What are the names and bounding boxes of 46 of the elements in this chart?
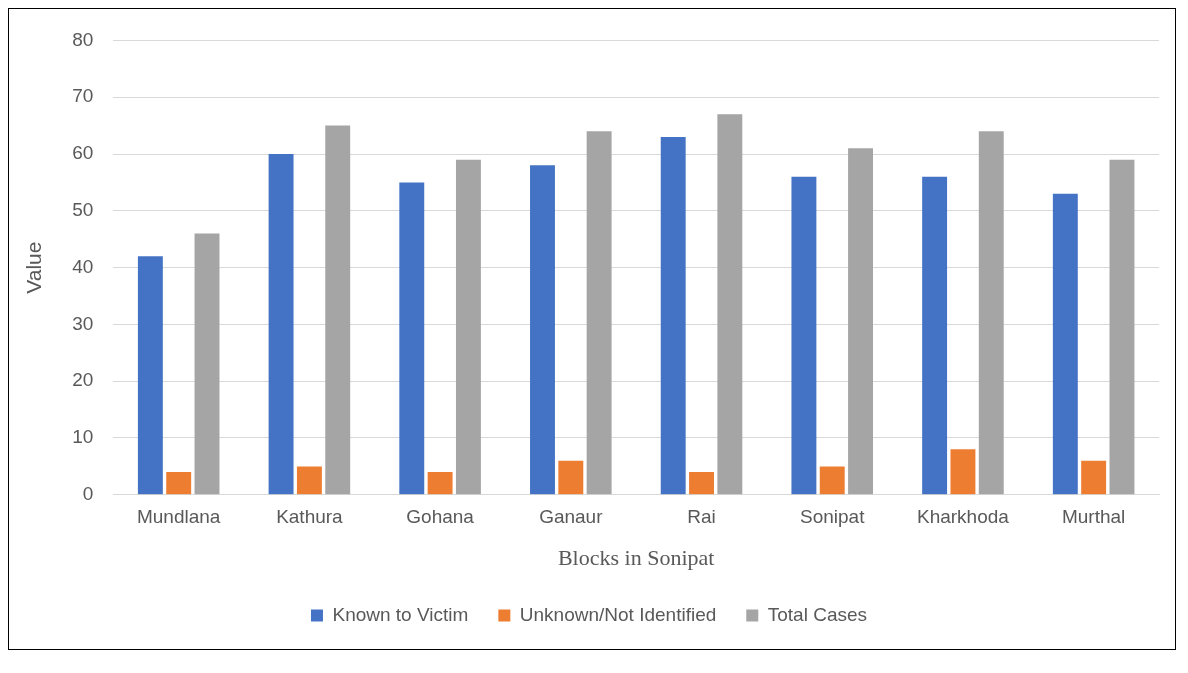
x-tick-label: Kathura bbox=[276, 506, 344, 528]
bar bbox=[1109, 159, 1135, 495]
bar bbox=[848, 148, 874, 495]
bar bbox=[791, 176, 817, 495]
bar bbox=[455, 159, 481, 495]
legend-label: Unknown/Not Identified bbox=[519, 603, 717, 625]
x-tick-label: Gohana bbox=[406, 506, 475, 528]
bar bbox=[399, 182, 425, 495]
bar bbox=[427, 472, 453, 495]
y-tick-label: 10 bbox=[72, 426, 94, 448]
y-axis-title: Value bbox=[22, 241, 46, 294]
bar bbox=[166, 472, 192, 495]
x-tick-label: Sonipat bbox=[800, 506, 866, 528]
x-tick-label: Murthal bbox=[1061, 506, 1126, 528]
bar bbox=[1081, 460, 1107, 495]
bar bbox=[296, 466, 322, 495]
bar bbox=[978, 131, 1004, 495]
bar bbox=[558, 460, 584, 495]
bar bbox=[660, 136, 686, 495]
legend-label: Total Cases bbox=[767, 603, 868, 625]
bar bbox=[922, 176, 948, 495]
bar bbox=[530, 165, 555, 495]
x-tick-label: Rai bbox=[687, 506, 716, 528]
y-tick-label: 0 bbox=[82, 483, 94, 505]
bar bbox=[325, 125, 351, 495]
y-tick-label: 20 bbox=[72, 369, 94, 391]
y-tick-label: 60 bbox=[72, 142, 94, 164]
x-axis-title: Blocks in Sonipat bbox=[557, 544, 715, 570]
legend-label: Known to Victim bbox=[332, 603, 469, 625]
y-tick-label: 30 bbox=[72, 312, 94, 334]
x-tick-label: Ganaur bbox=[539, 506, 604, 528]
bar bbox=[268, 154, 294, 495]
x-tick-label: Mundlana bbox=[136, 506, 221, 528]
bar bbox=[194, 233, 220, 495]
bar bbox=[819, 466, 845, 495]
bar bbox=[137, 256, 163, 495]
bar bbox=[950, 449, 976, 495]
bar bbox=[717, 114, 743, 495]
y-tick-label: 50 bbox=[72, 199, 94, 221]
bar bbox=[586, 131, 612, 495]
bar bbox=[689, 472, 714, 495]
bar bbox=[1052, 193, 1078, 495]
y-tick-label: 40 bbox=[72, 255, 94, 277]
x-tick-label: Kharkhoda bbox=[916, 506, 1010, 528]
y-tick-label: 80 bbox=[72, 28, 94, 50]
y-tick-label: 70 bbox=[72, 85, 94, 107]
